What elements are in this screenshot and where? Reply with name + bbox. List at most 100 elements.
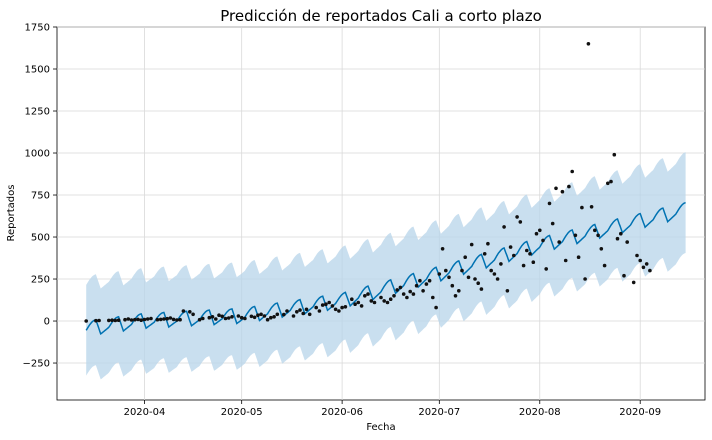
observed-point [201,316,205,321]
observed-point [226,316,231,320]
observed-point [298,308,302,312]
observed-point [606,181,610,186]
observed-point [550,221,555,226]
y-tick-label: 1750 [25,23,50,34]
observed-point [505,289,510,293]
observed-point [333,307,338,312]
observed-point [547,201,552,206]
observed-point [444,268,448,273]
observed-point [175,318,179,322]
observed-point [350,297,354,302]
x-tick-label: 2020-09 [619,407,661,418]
observed-point [372,300,377,305]
observed-point [411,292,416,296]
observed-point [619,231,623,236]
x-tick-label: 2020-05 [221,407,263,418]
observed-point [353,302,357,307]
observed-point [145,317,150,321]
observed-point [476,281,481,286]
observed-point [398,285,403,290]
observed-point [599,247,604,251]
observed-point [236,314,241,318]
observed-point [635,253,639,258]
observed-point [366,292,370,296]
observed-point [641,265,646,270]
observed-point [512,253,516,258]
observed-point [249,314,254,319]
observed-point [489,268,494,273]
observed-point [207,315,212,320]
observed-point [622,273,626,278]
observed-point [593,228,597,233]
observed-point [337,309,341,313]
observed-point [116,318,121,323]
observed-point [479,287,484,291]
observed-point [94,318,98,323]
observed-point [499,262,503,266]
observed-point [136,317,140,322]
observed-point [107,318,111,323]
observed-point [570,169,574,174]
forecast-line-group [85,201,686,336]
observed-point [304,307,309,312]
observed-point [453,294,458,298]
observed-point [586,42,591,46]
observed-point [123,317,127,322]
observed-point [252,315,257,320]
observed-point [385,300,390,305]
observed-point [197,317,202,322]
observed-point [223,316,228,321]
observed-point [269,315,273,320]
observed-point [129,318,134,322]
observed-point [291,314,296,318]
observed-point [165,316,169,321]
observed-point [648,268,652,273]
observed-point [256,313,260,318]
observed-point [330,304,335,308]
observed-point [492,272,497,276]
observed-point [431,295,435,300]
observed-point [97,318,101,323]
observed-point [541,238,545,243]
observed-point [602,263,607,268]
y-axis-ticks: −250 0 250 500 750 1000 1250 1500 1750 [23,23,57,370]
observed-point [508,245,513,249]
observed-point [538,228,542,233]
observed-point [149,316,153,321]
y-axis-label: Reportados [6,185,17,242]
observed-point [466,275,471,280]
observed-point [615,236,620,241]
y-tick-label: 1000 [25,149,50,160]
observed-point [126,317,131,321]
observed-point [482,252,487,256]
observed-point [554,186,558,191]
observed-point [576,255,581,259]
observed-point [259,312,263,317]
observed-point [447,275,451,280]
y-tick-label: 1500 [25,65,50,76]
observed-point [84,319,88,323]
observed-point [440,247,445,251]
observed-point [133,317,137,322]
observed-point [580,205,584,210]
observed-point [282,312,286,317]
observed-point [191,312,195,317]
observed-point [567,184,571,189]
observed-point [528,252,532,256]
observed-point [265,317,270,322]
observed-point [327,300,332,305]
observed-point [405,295,409,300]
observed-point [563,258,568,263]
observed-point [463,255,468,259]
observed-point [434,305,438,310]
observed-point [521,263,526,268]
observed-point [301,311,306,316]
x-tick-label: 2020-08 [519,407,561,418]
observed-point [502,225,506,229]
observed-point [525,248,529,253]
observed-point [518,220,523,224]
y-tick-label: 500 [31,233,50,244]
observed-point [275,312,280,317]
y-tick-label: −250 [23,359,50,370]
observed-point [239,315,244,320]
